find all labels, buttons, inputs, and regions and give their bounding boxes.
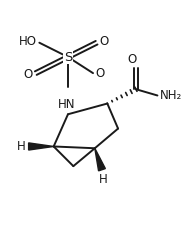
Polygon shape [29, 143, 54, 150]
Polygon shape [95, 148, 105, 171]
Text: O: O [99, 35, 109, 48]
Text: HO: HO [19, 35, 37, 48]
Text: H: H [98, 173, 107, 186]
Text: O: O [24, 68, 33, 80]
Text: HN: HN [58, 98, 76, 111]
Text: O: O [96, 66, 105, 80]
Text: S: S [64, 50, 72, 64]
Text: H: H [17, 140, 26, 153]
Text: O: O [127, 53, 137, 66]
Text: NH₂: NH₂ [160, 89, 182, 102]
